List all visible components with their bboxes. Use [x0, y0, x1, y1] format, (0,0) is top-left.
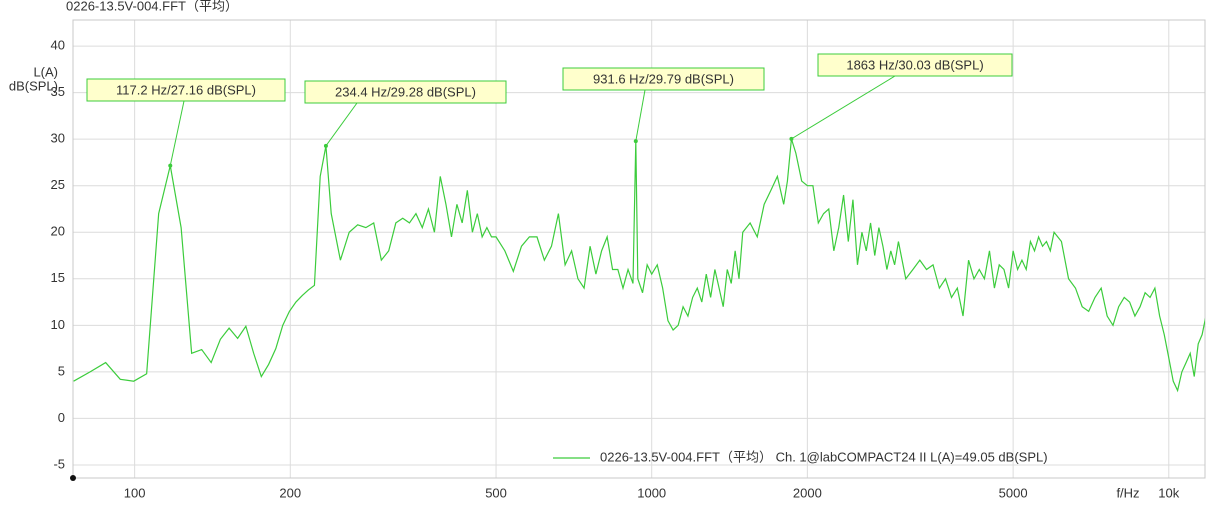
origin-dot	[70, 475, 76, 481]
annotation-text: 1863 Hz/30.03 dB(SPL)	[846, 57, 983, 72]
y-tick-label: 25	[51, 177, 65, 192]
y-tick-label: 5	[58, 363, 65, 378]
spectrum-line	[73, 138, 1205, 393]
x-tick-label: 1000	[637, 485, 666, 500]
annotation-leader	[169, 100, 185, 166]
y-tick-label: 0	[58, 410, 65, 425]
y-tick-label: 10	[51, 317, 65, 332]
annotation-point	[168, 163, 173, 168]
x-tick-label: 5000	[999, 485, 1028, 500]
annotation-box	[86, 78, 286, 102]
x-tick-label: 10k	[1158, 485, 1179, 500]
annotation-point	[633, 139, 638, 144]
plot-frame	[72, 19, 1206, 479]
annotation-leader	[791, 75, 896, 140]
annotation-box	[562, 67, 765, 91]
y-tick-label: -5	[53, 456, 65, 471]
annotation-text: 117.2 Hz/27.16 dB(SPL)	[116, 82, 256, 97]
annotation-point	[323, 143, 328, 148]
y-tick-label: 30	[51, 131, 65, 146]
x-tick-label: 500	[485, 485, 507, 500]
chart-title: 0226-13.5V-004.FFT（平均）	[66, 0, 238, 13]
y-axis-label: dB(SPL)	[9, 78, 58, 93]
y-tick-label: 35	[51, 84, 65, 99]
y-tick-label: 20	[51, 224, 65, 239]
y-tick-label: 40	[51, 38, 65, 53]
annotation-text: 931.6 Hz/29.79 dB(SPL)	[593, 71, 734, 86]
x-tick-label: 2000	[793, 485, 822, 500]
y-tick-label: 15	[51, 270, 65, 285]
annotation-leader	[635, 89, 646, 142]
annotation-point	[789, 136, 794, 141]
annotation-box	[817, 53, 1013, 77]
x-tick-label: 200	[279, 485, 301, 500]
legend-label: 0226-13.5V-004.FFT（平均） Ch. 1@labCOMPACT2…	[600, 449, 1048, 464]
y-axis-label: L(A)	[33, 64, 58, 79]
x-axis-label: f/Hz	[1116, 485, 1139, 500]
annotation-text: 234.4 Hz/29.28 dB(SPL)	[335, 84, 476, 99]
x-tick-label: 100	[124, 485, 146, 500]
annotation-leader	[325, 102, 358, 147]
annotation-box	[304, 80, 507, 104]
